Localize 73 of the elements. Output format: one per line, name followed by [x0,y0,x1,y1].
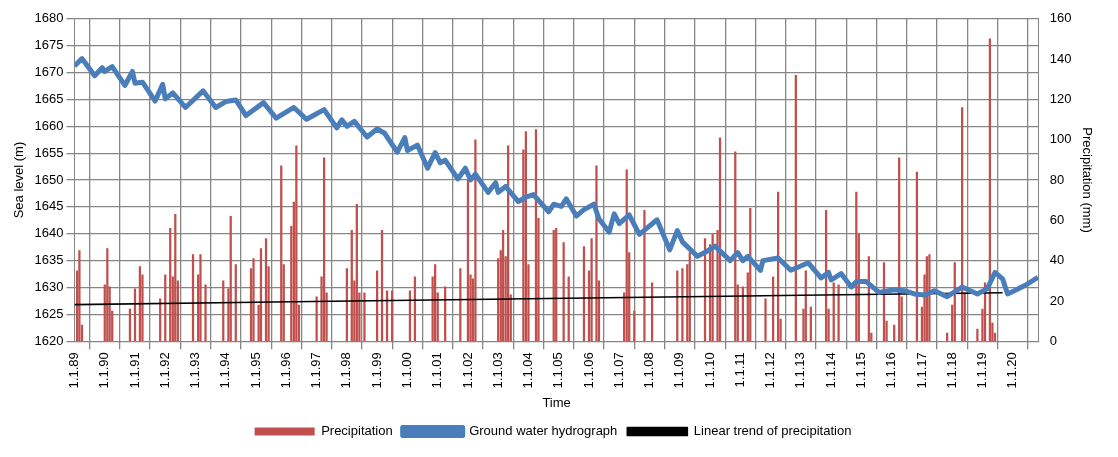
y-tick-label: 1665 [34,90,64,106]
y-tick-label: 1630 [34,279,64,295]
x-tick-label: 1.1.01 [429,352,445,389]
x-tick-label: 1.1.17 [913,352,929,389]
y-tick-label: 1660 [34,117,64,133]
y-tick-label: 1675 [34,37,64,53]
bar [204,284,207,342]
bar [681,268,684,342]
y2-tick-label: 60 [1049,211,1065,227]
x-tick-label: 1.1.16 [883,352,899,389]
y2-tick-label: 20 [1049,292,1065,308]
x-tick-label: 1.1.03 [489,352,505,389]
legend-label: Precipitation [321,423,393,439]
y2-tick-label: 0 [1049,332,1057,348]
x-tick-label: 1.1.99 [368,352,384,389]
x-tick-label: 1.1.10 [701,352,717,389]
bar [590,238,593,342]
x-tick-label: 1.1.90 [96,352,112,389]
x-tick-label: 1.1.91 [126,352,142,389]
y2-tick-label: 140 [1049,50,1072,66]
x-tick-label: 1.1.97 [308,352,324,389]
legend-label: Linear trend of precipitation [693,423,852,439]
bar [252,258,255,342]
x-tick-label: 1.1.95 [247,352,263,389]
x-tick-label: 1.1.93 [187,352,203,389]
y-tick-label: 1650 [34,171,64,187]
x-tick-label: 1.1.15 [852,352,868,389]
x-tick-label: 1.1.19 [974,352,990,389]
x-tick-label: 1.1.09 [671,352,687,389]
y-tick-label: 1645 [34,198,64,214]
x-tick-label: 1.1.04 [520,352,536,389]
y-tick-label: 1635 [34,252,64,268]
x-tick-label: 1.1.18 [943,352,959,389]
y-tick-label: 1680 [34,10,64,26]
x-tick-label: 1.1.11 [731,352,747,388]
y-tick-label: 1625 [34,305,64,321]
bar [199,254,202,342]
x-tick-label: 1.1.94 [217,352,233,389]
y2-tick-label: 80 [1049,171,1065,187]
x-tick-label: 1.1.89 [66,352,82,389]
x-tick-label: 1.1.12 [762,352,778,389]
x-tick-label: 1.1.98 [338,352,354,389]
y-tick-label: 1670 [34,64,64,80]
y-tick-label: 1640 [34,225,64,241]
legend-label: Ground water hydrograph [469,423,618,439]
x-axis-title: Time [542,394,571,410]
bar [764,298,767,342]
y2-tick-label: 40 [1049,252,1065,268]
bar [976,328,979,342]
bar [837,284,840,342]
x-tick-label: 1.1.14 [822,352,838,389]
bar [78,250,81,342]
x-tick-label: 1.1.92 [156,352,172,389]
y2-axis-title: Precipitation (mm) [1079,127,1095,233]
bar [474,139,477,342]
x-tick-label: 1.1.02 [459,352,475,389]
x-tick-label: 1.1.00 [398,352,414,389]
x-tick-label: 1.1.96 [277,352,293,389]
y2-tick-label: 120 [1049,90,1072,106]
x-tick-label: 1.1.20 [1004,352,1020,389]
y-axis-title: Sea level (m) [11,141,27,219]
bar [595,165,598,342]
bar [643,209,646,342]
x-tick-label: 1.1.13 [792,352,808,389]
x-tick-label: 1.1.07 [610,352,626,389]
y2-tick-label: 100 [1049,131,1072,147]
y-tick-label: 1620 [34,332,64,348]
x-tick-label: 1.1.05 [550,352,566,389]
y2-tick-label: 160 [1049,10,1072,26]
x-tick-label: 1.1.06 [580,352,596,389]
x-tick-label: 1.1.08 [641,352,657,389]
bar [363,292,366,342]
y-tick-label: 1655 [34,144,64,160]
